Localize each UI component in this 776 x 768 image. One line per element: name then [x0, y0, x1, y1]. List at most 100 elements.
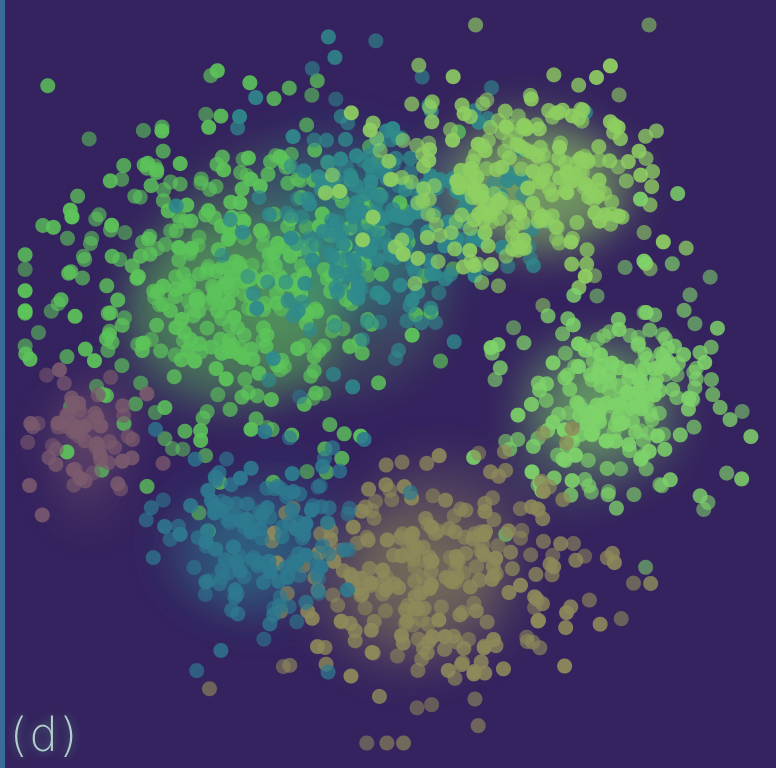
scatter-point: [669, 390, 685, 406]
scatter-point: [130, 336, 146, 352]
scatter-point: [540, 308, 556, 324]
scatter-point: [282, 657, 298, 673]
scatter-point: [168, 269, 184, 285]
scatter-point: [297, 275, 313, 291]
scatter-point: [374, 266, 390, 282]
scatter-point: [124, 450, 140, 466]
scatter-point: [298, 516, 314, 532]
scatter-point: [355, 332, 371, 348]
scatter-point: [117, 225, 133, 241]
scatter-point: [461, 631, 477, 647]
scatter-point: [59, 230, 75, 246]
scatter-point: [100, 305, 116, 321]
scatter-point: [512, 205, 528, 221]
scatter-point: [686, 419, 702, 435]
scatter-point: [469, 169, 485, 185]
scatter-point: [152, 297, 168, 313]
scatter-point: [56, 375, 72, 391]
scatter-point: [545, 355, 561, 371]
scatter-point: [479, 614, 495, 630]
scatter-point: [231, 255, 247, 271]
scatter-point: [285, 129, 301, 145]
scatter-point: [360, 532, 376, 548]
scatter-point: [424, 629, 440, 645]
scatter-point: [546, 67, 562, 83]
scatter-point: [513, 161, 529, 177]
scatter-point: [602, 374, 618, 390]
scatter-point: [327, 318, 343, 334]
scatter-point: [209, 63, 225, 79]
scatter-point: [484, 80, 500, 96]
scatter-point: [322, 417, 338, 433]
scatter-point: [604, 206, 620, 222]
scatter-point: [243, 460, 259, 476]
scatter-point: [379, 532, 395, 548]
scatter-point: [610, 159, 626, 175]
scatter-point: [305, 252, 321, 268]
scatter-point: [222, 212, 238, 228]
scatter-point: [136, 157, 152, 173]
scatter-point: [310, 570, 326, 586]
scatter-point: [513, 530, 529, 546]
scatter-point: [431, 285, 447, 301]
scatter-point: [697, 354, 713, 370]
scatter-point: [686, 364, 702, 380]
scatter-point: [99, 331, 115, 347]
scatter-point: [292, 486, 308, 502]
scatter-point: [214, 562, 230, 578]
scatter-point: [500, 523, 516, 539]
scatter-point: [419, 645, 435, 661]
scatter-point: [466, 666, 482, 682]
scatter-point: [232, 109, 248, 125]
scatter-point: [454, 207, 470, 223]
scatter-point: [155, 455, 171, 471]
scatter-point: [332, 463, 348, 479]
scatter-point: [234, 224, 250, 240]
scatter-point: [139, 478, 155, 494]
scatter-point: [110, 292, 126, 308]
scatter-point: [404, 327, 420, 343]
scatter-point: [658, 367, 674, 383]
scatter-point: [265, 351, 281, 367]
scatter-point: [210, 387, 226, 403]
scatter-point: [149, 317, 165, 333]
scatter-point: [208, 361, 224, 377]
scatter-point: [617, 259, 633, 275]
scatter-point: [395, 635, 411, 651]
scatter-point: [464, 189, 480, 205]
scatter-point: [506, 320, 522, 336]
scatter-point: [86, 353, 102, 369]
scatter-point: [145, 550, 161, 566]
scatter-point: [598, 433, 614, 449]
scatter-point: [541, 103, 557, 119]
scatter-point: [155, 143, 171, 159]
scatter-point: [544, 208, 560, 224]
scatter-point: [577, 548, 593, 564]
scatter-point: [325, 366, 341, 382]
scatter-point: [308, 236, 324, 252]
scatter-point: [411, 57, 427, 73]
scatter-point: [488, 566, 504, 582]
scatter-point: [391, 580, 407, 596]
scatter-point: [592, 616, 608, 632]
scatter-point: [292, 389, 308, 405]
scatter-point: [244, 257, 260, 273]
scatter-point: [550, 447, 566, 463]
scatter-point: [221, 332, 237, 348]
scatter-point: [478, 524, 494, 540]
scatter-point: [206, 210, 222, 226]
scatter-point: [155, 492, 171, 508]
scatter-point: [590, 332, 606, 348]
scatter-point: [559, 605, 575, 621]
scatter-point: [480, 238, 496, 254]
scatter-point: [676, 347, 692, 363]
scatter-point: [299, 464, 315, 480]
scatter-point: [168, 198, 184, 214]
scatter-point: [30, 325, 46, 341]
scatter-point: [120, 429, 136, 445]
scatter-point: [310, 583, 326, 599]
scatter-point: [424, 114, 440, 130]
scatter-point: [483, 256, 499, 272]
scatter-point: [302, 322, 318, 338]
scatter-point: [17, 283, 33, 299]
